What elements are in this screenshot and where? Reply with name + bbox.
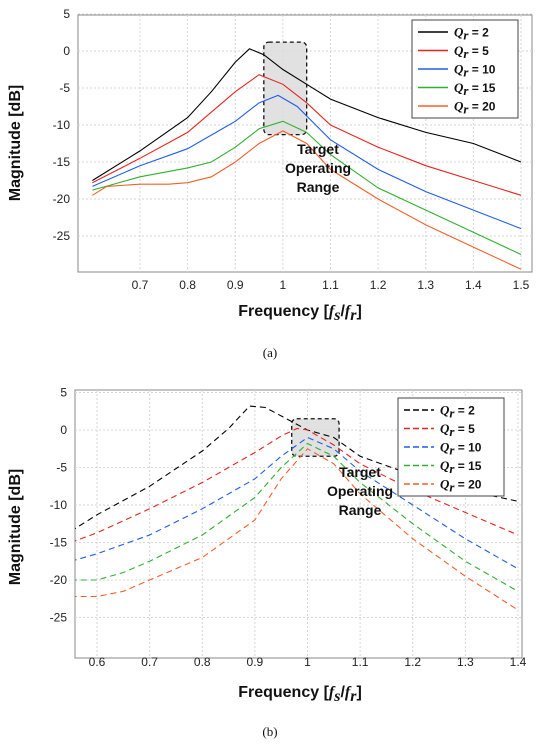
y-tick-label: 0 (63, 44, 70, 58)
y-tick-label: -10 (53, 118, 71, 132)
chart-panel-b: 5 0 -5 -10 -15 -20 -25 0.6 0.7 0.8 0.9 1 1.1 1.2 1.3 1.… (7, 386, 527, 740)
x-tick-label: 1.4 (510, 655, 527, 669)
y-tick-label: -25 (53, 229, 71, 243)
legend-label: Qr = 2 (440, 403, 475, 421)
x-tick-label: 1.1 (352, 655, 369, 669)
x-tick-label: 0.8 (194, 655, 211, 669)
x-tick-label: 1.3 (457, 655, 474, 669)
legend-label: Qr = 10 (454, 62, 496, 80)
annotation-text: Range (339, 502, 382, 518)
annotation-text: Range (297, 179, 340, 195)
x-tick-label: 0.6 (89, 655, 106, 669)
x-tick-label: 1.2 (370, 278, 387, 292)
series-line (75, 442, 519, 592)
x-axis-title: Frequency [fs/fr] (238, 684, 362, 705)
y-tick-label: -20 (53, 192, 71, 206)
legend-label: Qr = 5 (440, 421, 475, 439)
y-tick-label: -15 (53, 155, 71, 169)
y-tick-label: 5 (60, 386, 67, 400)
series-line (75, 448, 519, 611)
legend-label: Qr = 15 (440, 458, 482, 476)
panel-label: (a) (263, 345, 277, 360)
x-tick-label: 1.2 (404, 655, 421, 669)
legend-label: Qr = 20 (454, 99, 496, 117)
annotation-text: Operating (285, 160, 351, 176)
x-tick-label: 0.9 (247, 655, 264, 669)
y-tick-label: -15 (50, 536, 68, 550)
x-tick-label: 0.7 (132, 278, 149, 292)
panel-label: (b) (262, 724, 277, 739)
y-tick-label: 5 (63, 7, 70, 21)
x-axis-title: Frequency [fs/fr] (238, 303, 362, 324)
series-line (75, 436, 519, 570)
legend-label: Qr = 15 (454, 80, 496, 98)
series-line (75, 405, 519, 530)
annotation-text: Target (297, 141, 339, 157)
series-group (92, 48, 522, 270)
y-axis-title: Magnitude [dB] (7, 85, 24, 201)
series-line (92, 48, 522, 181)
chart-panel-a: 5 0 -5 -10 -15 -20 -25 0.7 0.8 0.9 1 1.1 1.2 1.3 1.4 1.… (7, 7, 533, 360)
y-tick-label: -25 (50, 611, 68, 625)
series-line (92, 120, 522, 255)
legend-label: Qr = 10 (440, 440, 482, 458)
x-tick-label: 1.1 (322, 278, 339, 292)
annotation-text: Target (339, 464, 381, 480)
x-tick-label: 1.5 (513, 278, 530, 292)
legend-label: Qr = 5 (454, 43, 489, 61)
y-tick-label: -20 (50, 573, 68, 587)
series-line (92, 130, 522, 270)
x-tick-label: 0.8 (179, 278, 196, 292)
series-line (92, 74, 522, 196)
legend-label: Qr = 2 (454, 25, 489, 43)
x-tick-label: 1 (304, 655, 311, 669)
y-axis-title: Magnitude [dB] (7, 469, 24, 585)
x-tick-label: 0.9 (227, 278, 244, 292)
x-tick-label: 1.4 (465, 278, 482, 292)
x-tick-label: 0.7 (141, 655, 158, 669)
y-tick-label: -5 (56, 461, 67, 475)
annotation-text: Operating (327, 483, 393, 499)
series-line (92, 94, 522, 230)
target-range-box (263, 41, 308, 136)
y-tick-label: -10 (50, 498, 68, 512)
legend-label: Qr = 20 (440, 477, 482, 495)
target-range-box (291, 418, 340, 457)
y-tick-label: -5 (59, 81, 70, 95)
x-tick-label: 1 (280, 278, 287, 292)
x-tick-label: 1.3 (417, 278, 434, 292)
y-tick-label: 0 (60, 423, 67, 437)
